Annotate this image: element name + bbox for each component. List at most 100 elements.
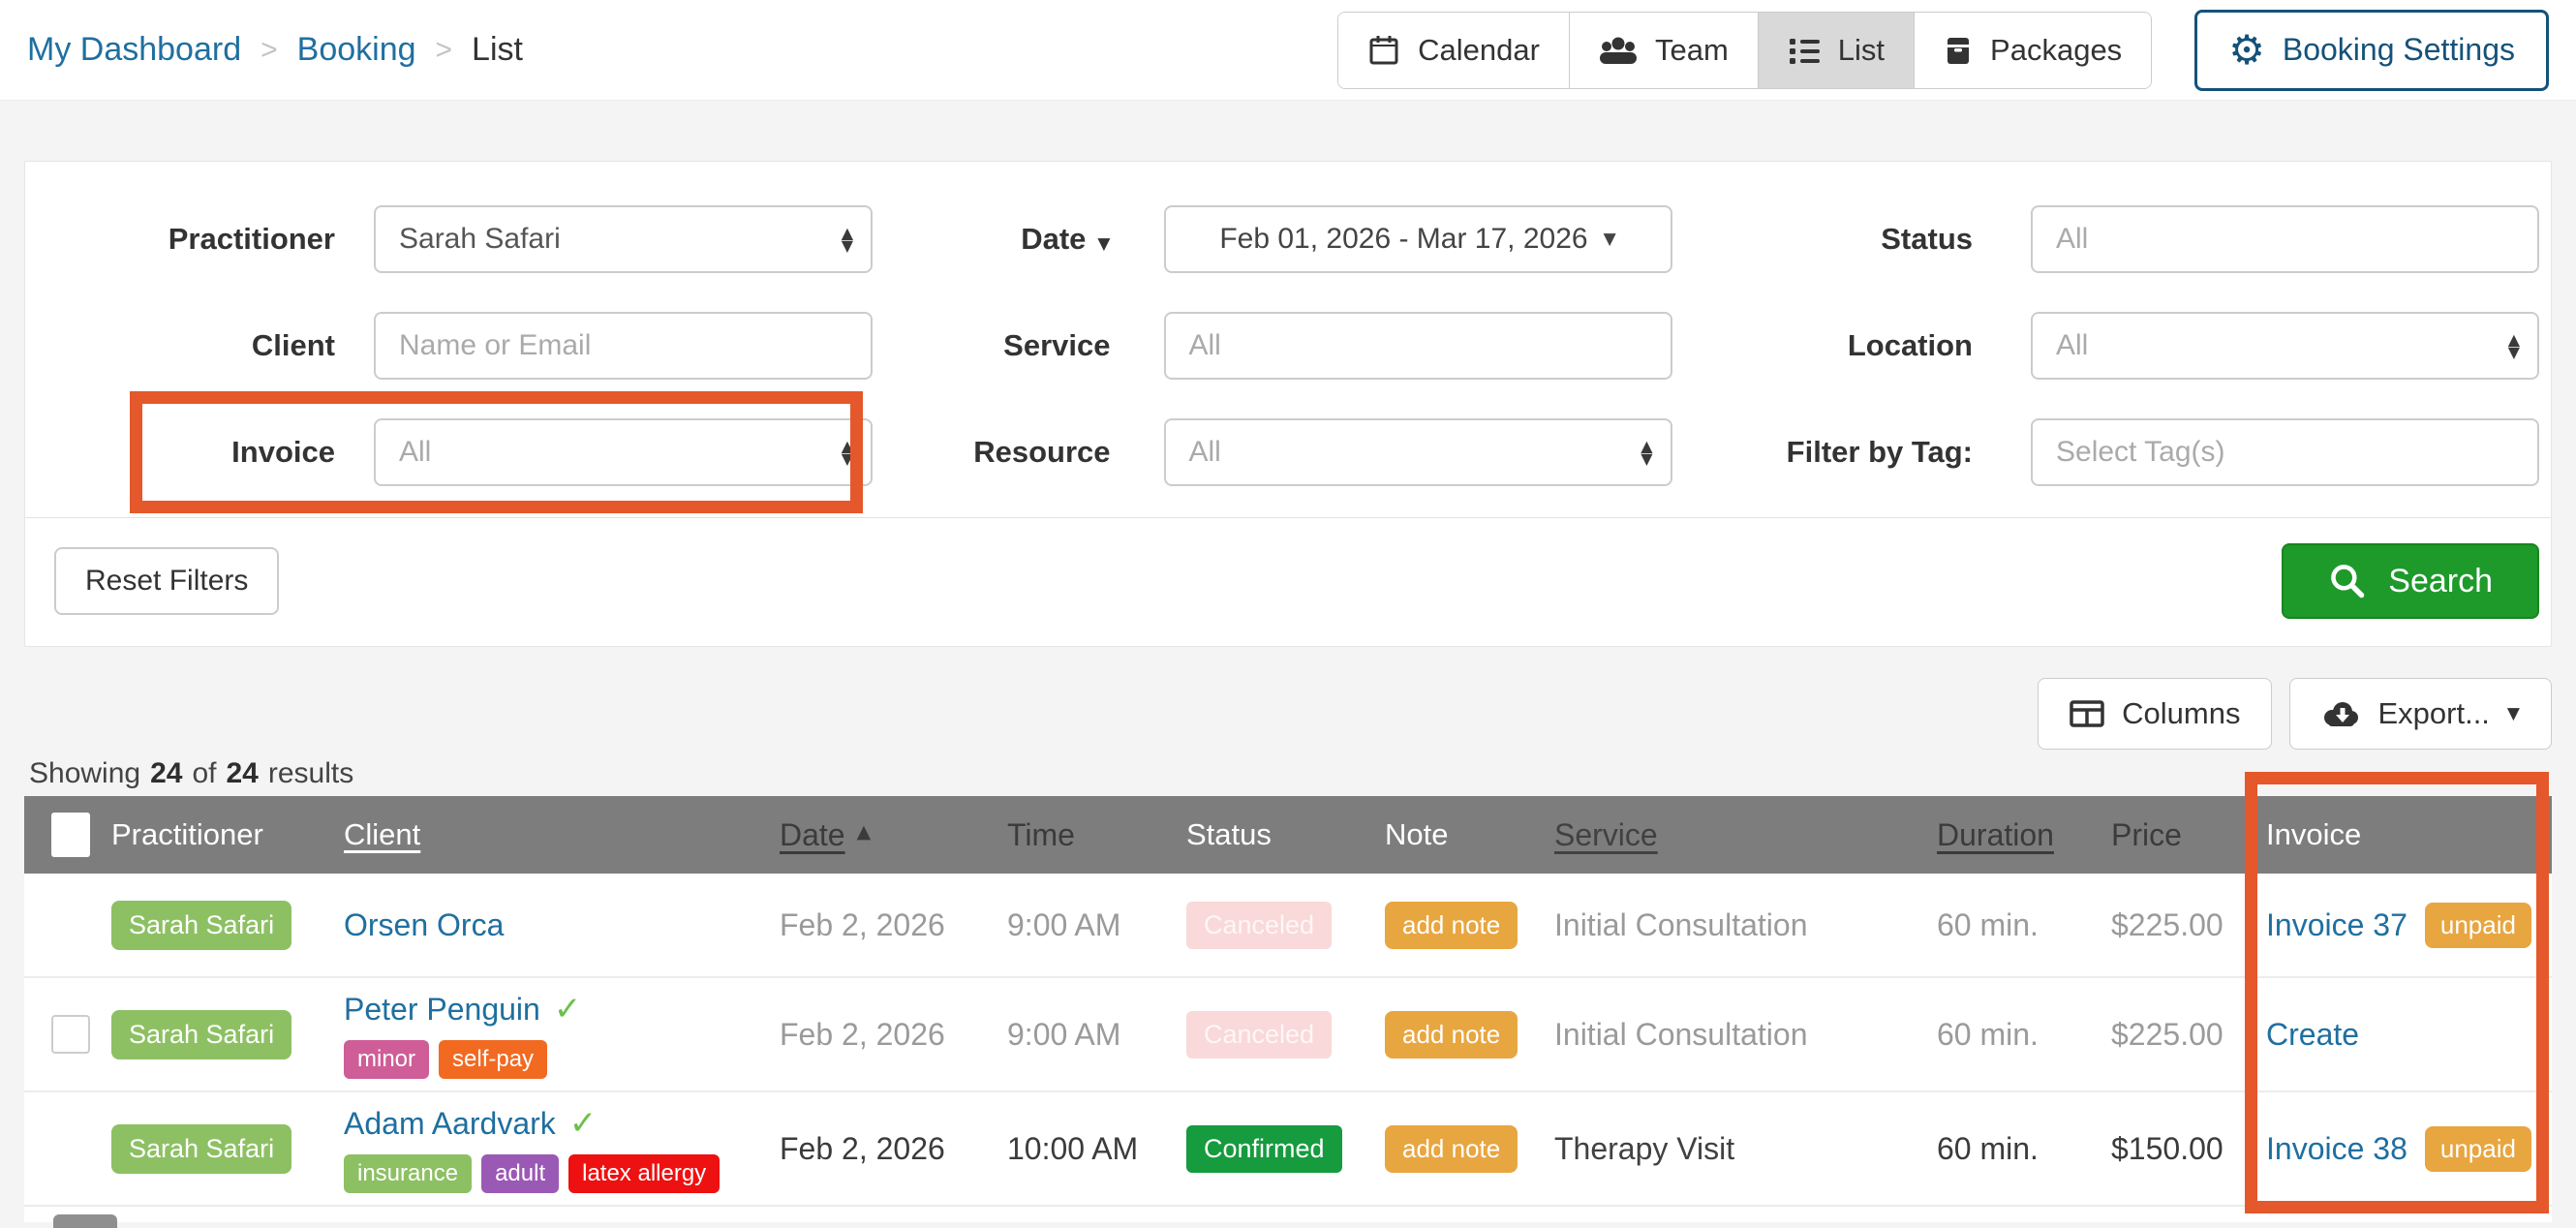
status-field[interactable]: All (2031, 205, 2539, 273)
resource-select[interactable]: All ▲ ▼ (1163, 418, 1672, 486)
status-badge: Confirmed (1186, 1124, 1342, 1173)
select-arrows-icon: ▲ ▼ (2507, 330, 2520, 361)
practitioner-select-value: Sarah Safari (399, 223, 561, 255)
columns-button-label: Columns (2122, 696, 2241, 730)
tab-packages-label: Packages (1990, 32, 2123, 67)
tag-select-input[interactable]: Select Tag(s) (2031, 418, 2539, 486)
select-all-checkbox[interactable] (51, 813, 90, 857)
table-header-row: Practitioner Client Date ▲ Time Status No… (24, 796, 2552, 874)
header-client[interactable]: Client (344, 817, 421, 851)
header-time: Time (1007, 816, 1075, 852)
breadcrumb-separator: > (435, 33, 453, 66)
header-invoice: Invoice (2266, 817, 2362, 851)
columns-button[interactable]: Columns (2038, 678, 2273, 750)
location-select[interactable]: All ▲ ▼ (2031, 312, 2539, 380)
select-arrows-icon: ▲ ▼ (841, 224, 853, 255)
status-badge: Canceled (1186, 1010, 1333, 1059)
breadcrumb-my-dashboard[interactable]: My Dashboard (27, 31, 242, 68)
filter-panel: Practitioner Sarah Safari ▲ ▼ Date ▼ Feb 0… (24, 161, 2552, 647)
packages-icon (1944, 35, 1973, 66)
invoice-link[interactable]: Invoice 38 (2266, 1130, 2407, 1166)
tab-list-label: List (1837, 32, 1886, 67)
add-note-button[interactable]: add note (1385, 1010, 1518, 1059)
client-search-input[interactable]: Name or Email (374, 312, 873, 380)
service-cell: Initial Consultation (1554, 1016, 1808, 1052)
table-row: Sarah Safari Peter Penguin ✓ minor self-p… (24, 978, 2552, 1092)
client-tag: minor (344, 1040, 430, 1079)
invoice-select[interactable]: All ▲ ▼ (374, 418, 873, 486)
tab-team[interactable]: Team (1568, 12, 1758, 88)
search-button-label: Search (2388, 562, 2493, 599)
header-duration[interactable]: Duration (1937, 816, 2054, 852)
table-toolbar: Columns Export... ▼ (24, 678, 2552, 750)
caret-down-icon: ▼ (1097, 234, 1111, 254)
time-cell: 10:00 AM (1007, 1130, 1139, 1166)
client-link[interactable]: Adam Aardvark (344, 1105, 556, 1141)
top-bar: My Dashboard > Booking > List Calendar T… (0, 0, 2576, 101)
table-row: Sarah Safari Adam Aardvark ✓ insurance ad… (24, 1092, 2552, 1207)
header-note: Note (1385, 817, 1449, 851)
client-tags: minor self-pay (344, 1040, 780, 1079)
reset-filters-button[interactable]: Reset Filters (54, 547, 280, 615)
invoice-link[interactable]: Create (2266, 1016, 2360, 1052)
verified-check-icon: ✓ (553, 990, 582, 1028)
date-range-field[interactable]: Feb 01, 2026 - Mar 17, 2026 ▼ (1163, 205, 1672, 273)
add-note-button[interactable]: add note (1385, 1124, 1518, 1173)
add-note-button[interactable]: add note (1385, 901, 1518, 949)
select-arrows-icon: ▲ ▼ (1641, 437, 1653, 468)
date-cell: Feb 2, 2026 (780, 1130, 945, 1166)
tab-list[interactable]: List (1757, 12, 1915, 88)
date-range-value: Feb 01, 2026 - Mar 17, 2026 (1219, 223, 1588, 255)
client-filter-label: Client (251, 328, 335, 362)
breadcrumb-list: List (472, 31, 523, 68)
list-icon (1788, 36, 1821, 65)
columns-icon (2070, 700, 2104, 727)
tab-team-label: Team (1654, 32, 1729, 67)
row-checkbox[interactable] (51, 1015, 90, 1054)
resource-filter-label: Resource (973, 435, 1111, 469)
export-button[interactable]: Export... ▼ (2289, 678, 2552, 750)
tag-filter-label: Filter by Tag: (1786, 435, 1973, 469)
duration-cell: 60 min. (1937, 1016, 2039, 1052)
practitioner-badge: Sarah Safari (111, 1123, 292, 1174)
client-link[interactable]: Orsen Orca (344, 906, 505, 942)
date-filter-label[interactable]: Date ▼ (1021, 222, 1111, 256)
client-tag: self-pay (439, 1040, 548, 1079)
breadcrumb-booking[interactable]: Booking (296, 31, 416, 68)
client-tag: latex allergy (568, 1154, 721, 1193)
team-icon (1599, 36, 1638, 65)
results-shown-count: 24 (150, 757, 183, 789)
client-link[interactable]: Peter Penguin (344, 991, 540, 1027)
status-filter-label: Status (1881, 222, 1973, 256)
header-date[interactable]: Date (780, 816, 845, 852)
location-select-value: All (2056, 329, 2089, 361)
time-cell: 9:00 AM (1007, 906, 1121, 942)
practitioner-badge: Sarah Safari (111, 1009, 292, 1059)
date-cell: Feb 2, 2026 (780, 906, 945, 942)
price-cell: $150.00 (2111, 1130, 2223, 1166)
caret-down-icon: ▼ (1603, 230, 1616, 249)
service-field[interactable]: All (1163, 312, 1672, 380)
export-cloud-icon (2321, 700, 2360, 727)
service-cell: Therapy Visit (1554, 1130, 1735, 1166)
status-badge: Canceled (1186, 901, 1333, 949)
caret-down-icon: ▼ (2506, 704, 2520, 723)
table-body: Sarah Safari Orsen Orca Feb 2, 2026 9:00… (24, 874, 2552, 1207)
header-price: Price (2111, 816, 2182, 852)
service-cell: Initial Consultation (1554, 906, 1808, 942)
breadcrumb-separator: > (261, 33, 278, 66)
bookings-table: Practitioner Client Date ▲ Time Status No… (24, 796, 2552, 1222)
tab-packages[interactable]: Packages (1914, 12, 2152, 88)
header-service[interactable]: Service (1554, 816, 1658, 852)
booking-settings-label: Booking Settings (2282, 32, 2515, 67)
calendar-icon (1367, 34, 1400, 67)
practitioner-filter-label: Practitioner (168, 222, 335, 256)
search-button[interactable]: Search (2282, 543, 2539, 619)
tab-calendar[interactable]: Calendar (1338, 12, 1569, 88)
invoice-link[interactable]: Invoice 37 (2266, 906, 2407, 942)
booking-settings-button[interactable]: ⚙ Booking Settings (2194, 9, 2549, 91)
client-tag: adult (481, 1154, 560, 1193)
practitioner-select[interactable]: Sarah Safari ▲ ▼ (374, 205, 873, 273)
client-search-placeholder: Name or Email (399, 329, 592, 361)
client-tag: insurance (344, 1154, 473, 1193)
